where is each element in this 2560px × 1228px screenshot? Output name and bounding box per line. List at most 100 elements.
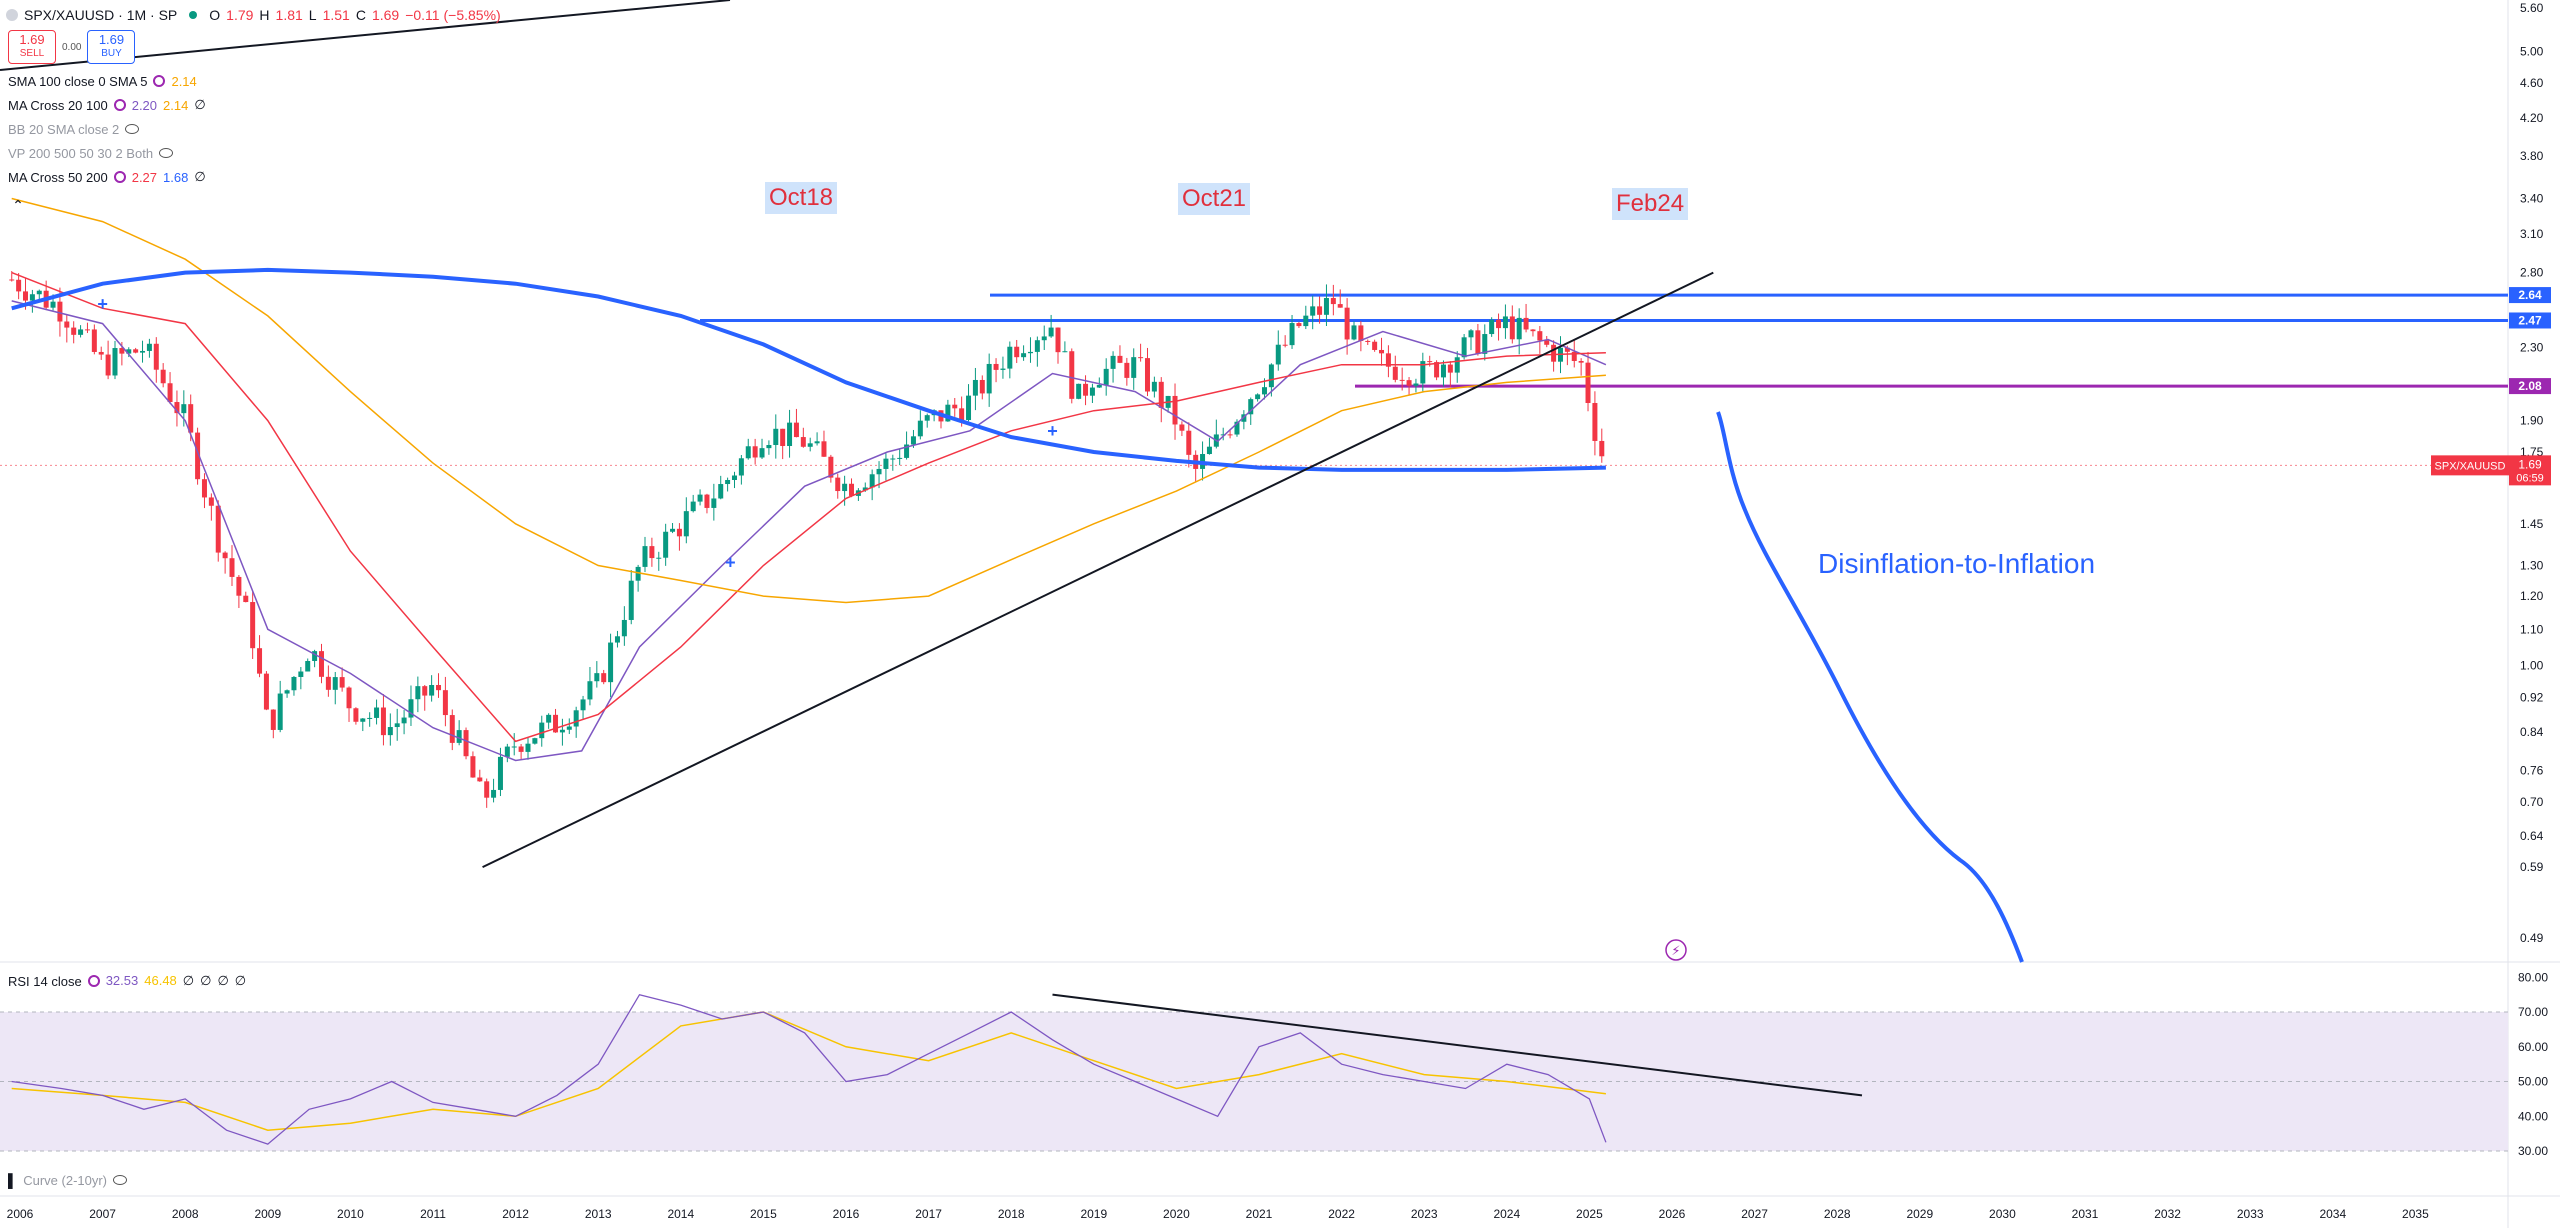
candle-body[interactable]	[1076, 383, 1082, 399]
candle-body[interactable]	[298, 671, 304, 677]
candle-body[interactable]	[146, 343, 152, 351]
annotation-oct18[interactable]: Oct18	[765, 182, 838, 214]
candle-body[interactable]	[814, 441, 820, 444]
candle-body[interactable]	[84, 329, 90, 331]
indicator-row[interactable]: VP 200 500 50 30 2 Both	[8, 142, 174, 164]
candle-body[interactable]	[1434, 362, 1440, 378]
candle-body[interactable]	[1255, 394, 1261, 400]
candle-body[interactable]	[1502, 316, 1508, 329]
candle-body[interactable]	[346, 687, 352, 709]
candle-body[interactable]	[422, 686, 428, 696]
candle-body[interactable]	[1124, 362, 1130, 378]
candle-body[interactable]	[78, 329, 84, 335]
rsi-line[interactable]	[11, 993, 1607, 1145]
candle-body[interactable]	[897, 457, 903, 459]
candle-body[interactable]	[188, 404, 194, 433]
ma50-line[interactable]	[11, 271, 1606, 743]
candle-body[interactable]	[1055, 327, 1061, 353]
candle-body[interactable]	[1599, 440, 1605, 457]
candle-body[interactable]	[1330, 298, 1336, 305]
candle-body[interactable]	[1069, 351, 1075, 399]
candle-body[interactable]	[312, 651, 318, 661]
candle-body[interactable]	[257, 648, 263, 674]
indicator-name[interactable]: VP 200 500 50 30 2 Both	[8, 145, 154, 161]
candle-body[interactable]	[277, 693, 283, 730]
candle-body[interactable]	[408, 699, 414, 718]
candle-body[interactable]	[1516, 317, 1522, 340]
rsi-trend-line[interactable]	[1052, 993, 1863, 1097]
candle-body[interactable]	[1227, 434, 1233, 436]
candle-body[interactable]	[1454, 357, 1460, 373]
candle-body[interactable]	[1344, 307, 1350, 340]
candle-body[interactable]	[1551, 344, 1557, 362]
candle-body[interactable]	[1413, 383, 1419, 386]
candle-body[interactable]	[910, 436, 916, 445]
symbol-title[interactable]: SPX/XAUUSD · 1M · SP	[24, 7, 178, 23]
candle-body[interactable]	[449, 715, 455, 743]
candle-body[interactable]	[649, 546, 655, 559]
candle-body[interactable]	[325, 676, 331, 690]
candle-body[interactable]	[828, 456, 834, 478]
candle-body[interactable]	[153, 343, 159, 370]
candle-body[interactable]	[711, 498, 717, 508]
candle-body[interactable]	[553, 714, 559, 733]
candle-body[interactable]	[780, 428, 786, 447]
candle-body[interactable]	[1372, 341, 1378, 350]
candle-body[interactable]	[979, 379, 985, 394]
candle-body[interactable]	[601, 673, 607, 683]
candle-body[interactable]	[1392, 366, 1398, 380]
candle-body[interactable]	[1482, 334, 1488, 354]
candle-body[interactable]	[890, 458, 896, 460]
settings-icon[interactable]	[153, 75, 166, 87]
candle-body[interactable]	[229, 558, 235, 577]
candle-body[interactable]	[1000, 368, 1006, 370]
candle-body[interactable]	[1220, 434, 1226, 436]
candle-body[interactable]	[787, 422, 793, 447]
candle-body[interactable]	[250, 602, 256, 649]
indicator-row[interactable]: SMA 100 close 0 SMA 5 2.14	[8, 70, 197, 92]
candle-body[interactable]	[201, 479, 207, 498]
candle-body[interactable]	[1262, 387, 1268, 395]
candle-body[interactable]	[174, 402, 180, 414]
candle-body[interactable]	[332, 677, 338, 690]
candle-body[interactable]	[1475, 330, 1481, 354]
candle-body[interactable]	[236, 576, 242, 596]
candle-body[interactable]	[1530, 329, 1536, 332]
candle-body[interactable]	[559, 729, 565, 733]
candle-body[interactable]	[683, 511, 689, 537]
candle-body[interactable]	[904, 444, 910, 458]
candle-body[interactable]	[539, 722, 545, 739]
candle-body[interactable]	[401, 717, 407, 724]
candle-body[interactable]	[566, 726, 572, 730]
visibility-eye-icon[interactable]	[113, 1175, 128, 1185]
candle-body[interactable]	[1186, 430, 1192, 455]
candle-body[interactable]	[1447, 364, 1453, 373]
candle-body[interactable]	[1034, 340, 1040, 352]
trend-line-support[interactable]	[482, 271, 1714, 869]
candle-body[interactable]	[1523, 317, 1529, 330]
ma100-line[interactable]	[11, 197, 1606, 604]
candle-body[interactable]	[511, 746, 517, 748]
candle-body[interactable]	[222, 552, 228, 559]
visibility-eye-icon[interactable]	[125, 124, 140, 134]
indicator-name[interactable]: MA Cross 50 200	[8, 169, 108, 185]
candle-body[interactable]	[546, 714, 552, 723]
candle-body[interactable]	[112, 348, 118, 376]
candle-body[interactable]	[484, 781, 490, 798]
candle-body[interactable]	[456, 730, 462, 743]
ma20-line[interactable]	[11, 300, 1607, 762]
alert-lightning-icon[interactable]	[1665, 939, 1687, 961]
candle-body[interactable]	[1172, 395, 1178, 425]
candle-body[interactable]	[133, 349, 139, 353]
candle-body[interactable]	[793, 422, 799, 438]
candle-body[interactable]	[1365, 340, 1371, 342]
candle-body[interactable]	[208, 497, 214, 506]
candle-body[interactable]	[1578, 360, 1584, 363]
candle-body[interactable]	[849, 483, 855, 496]
candle-body[interactable]	[1179, 424, 1185, 431]
candle-body[interactable]	[305, 660, 311, 672]
candle-body[interactable]	[1358, 325, 1364, 341]
candle-body[interactable]	[436, 684, 442, 691]
candle-body[interactable]	[126, 349, 132, 354]
